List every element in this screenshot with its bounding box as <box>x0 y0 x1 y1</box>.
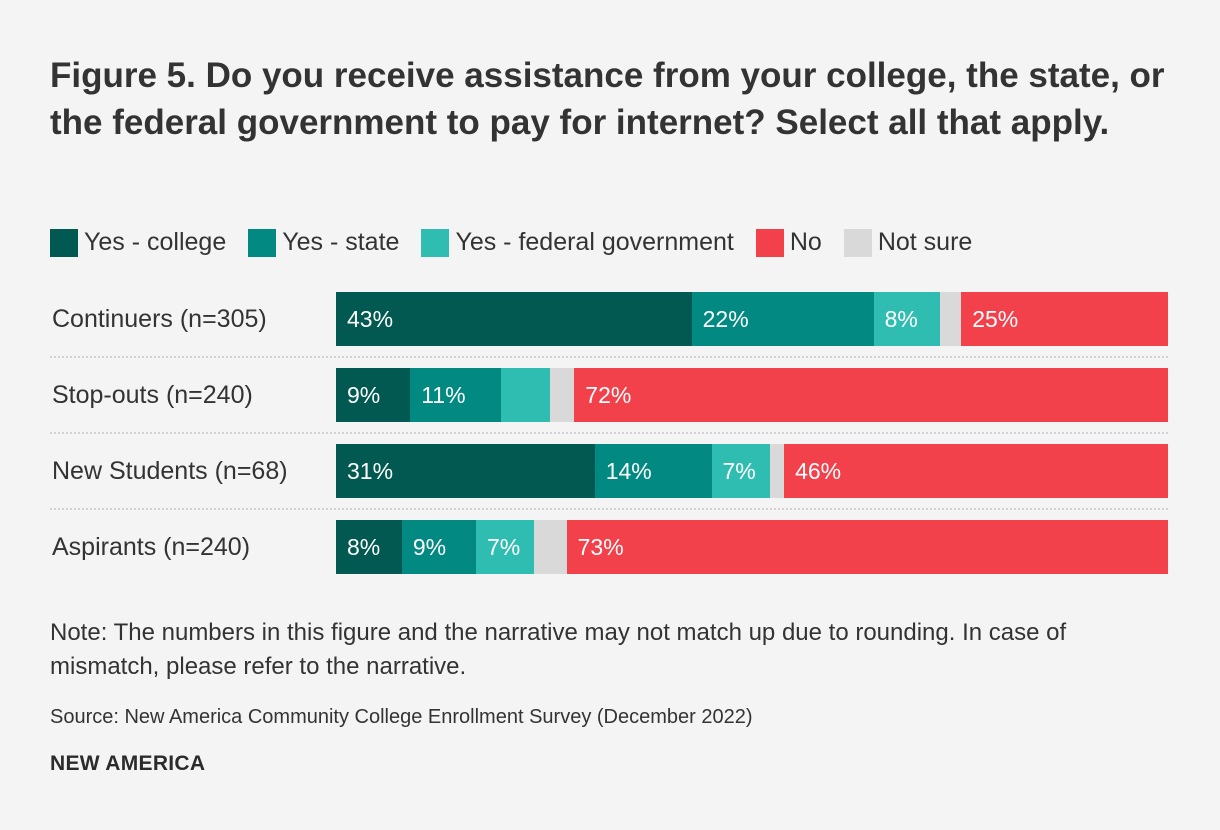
legend-swatch <box>50 228 78 257</box>
bar-segment-no: 73% <box>566 520 1168 574</box>
bar-row: 43% 22% 8% 25% <box>336 292 1168 346</box>
bar-segment-yes-state: 14% <box>594 444 712 498</box>
data-label: 8% <box>347 534 381 560</box>
legend-item-yes-college: Yes - college <box>50 228 226 257</box>
bar-segment-yes-state: 22% <box>691 292 874 346</box>
data-label: 9% <box>347 382 381 408</box>
legend-label: Not sure <box>877 228 973 256</box>
legend-item-no: No <box>755 228 822 257</box>
data-label: 46% <box>795 458 842 484</box>
legend-swatch <box>421 228 450 257</box>
data-label: 9% <box>412 534 447 560</box>
row-divider <box>50 356 1168 358</box>
bar-row: 31% 14% 7% 46% <box>336 444 1168 498</box>
bar-segment-yes-federal <box>500 368 551 422</box>
row-label: New Students (n=68) <box>52 457 288 485</box>
legend-label: Yes - college <box>84 228 227 256</box>
data-label: 73% <box>577 534 624 560</box>
row-divider <box>50 432 1168 434</box>
data-label: 8% <box>884 306 918 332</box>
legend-item-yes-federal: Yes - federal government <box>421 228 734 257</box>
bar-segment-yes-college: 8% <box>336 520 402 574</box>
bar-segment-not-sure <box>533 520 567 574</box>
bar-segment-yes-college: 31% <box>336 444 595 498</box>
legend-item-yes-state: Yes - state <box>248 228 399 257</box>
legend-label: Yes - state <box>282 228 400 256</box>
brand-logo-text: NEW AMERICA <box>50 752 206 775</box>
bar-segment-not-sure <box>939 292 962 346</box>
data-label: 22% <box>702 306 749 332</box>
bar-segment-yes-federal: 7% <box>711 444 770 498</box>
bar-segment-no: 46% <box>784 444 1168 498</box>
row-label: Continuers (n=305) <box>52 305 267 333</box>
data-label: 31% <box>347 458 394 484</box>
bar-segment-yes-college: 9% <box>336 368 411 422</box>
legend-swatch <box>843 228 872 257</box>
data-label: 7% <box>487 534 521 560</box>
data-label: 11% <box>421 382 466 408</box>
bar-segment-not-sure <box>769 444 785 498</box>
data-label: 25% <box>972 306 1019 332</box>
legend-label: Yes - federal government <box>455 228 734 256</box>
legend-swatch <box>755 228 784 257</box>
data-label: 43% <box>347 306 394 332</box>
bar-segment-yes-federal: 7% <box>476 520 534 574</box>
data-label: 7% <box>722 458 756 484</box>
legend-swatch <box>248 228 277 257</box>
bar-segment-yes-federal: 8% <box>873 292 940 346</box>
bar-segment-yes-college: 43% <box>336 292 692 346</box>
note-text: Note: The numbers in this figure and the… <box>50 619 1067 680</box>
bar-segment-no: 25% <box>961 292 1168 346</box>
bar-segment-not-sure <box>550 368 575 422</box>
bar-row: 9% 11% 72% <box>336 368 1168 422</box>
bar-row: 8% 9% 7% 73% <box>336 520 1168 574</box>
bar-segment-yes-state: 9% <box>401 520 477 574</box>
row-label: Aspirants (n=240) <box>52 533 251 561</box>
bar-segment-no: 72% <box>574 368 1168 422</box>
row-label: Stop-outs (n=240) <box>52 381 253 409</box>
data-label: 72% <box>585 382 632 408</box>
legend: Yes - college Yes - state Yes - federal go… <box>50 228 994 257</box>
legend-label: No <box>789 228 822 256</box>
row-divider <box>50 508 1168 510</box>
source-text: Source: New America Community College En… <box>50 706 753 728</box>
legend-item-not-sure: Not sure <box>843 228 973 257</box>
bar-segment-yes-state: 11% <box>410 368 501 422</box>
data-label: 14% <box>605 458 652 484</box>
chart-title: Figure 5. Do you receive assistance from… <box>50 56 1165 142</box>
